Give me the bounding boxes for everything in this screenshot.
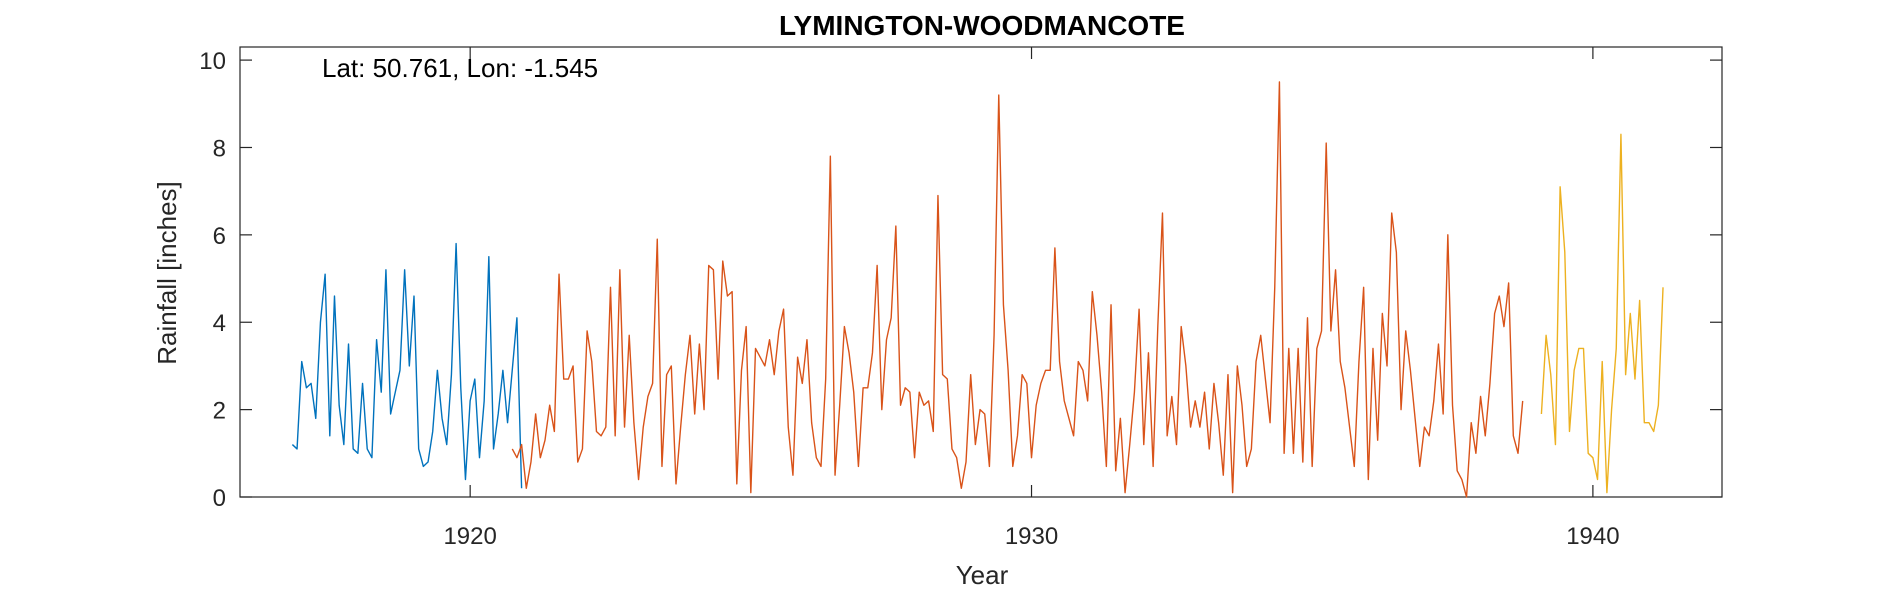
series-line-1 <box>291 242 523 489</box>
x-axis-label: Year <box>956 560 1009 590</box>
y-tick-label-6: 6 <box>213 223 226 250</box>
chart-title: LYMINGTON-WOODMANCOTE <box>779 10 1185 41</box>
station-coordinates: Lat: 50.761, Lon: -1.545 <box>322 53 598 83</box>
series-line-3 <box>1540 133 1664 494</box>
axes-box <box>239 46 1723 498</box>
x-tick-label-1940: 1940 <box>1566 523 1619 550</box>
y-axis-label: Rainfall [inches] <box>152 181 182 365</box>
series-line-2 <box>511 81 1524 498</box>
plot-area: 1920 1930 1940 0 2 4 6 8 10 <box>199 46 1723 550</box>
y-tick-label-4: 4 <box>213 310 226 337</box>
y-tick-label-0: 0 <box>213 485 226 512</box>
x-tick-label-1920: 1920 <box>443 523 496 550</box>
x-tick-label-1930: 1930 <box>1005 523 1058 550</box>
y-tick-label-8: 8 <box>213 135 226 162</box>
y-tick-label-10: 10 <box>199 48 226 75</box>
y-tick-label-2: 2 <box>213 398 226 425</box>
